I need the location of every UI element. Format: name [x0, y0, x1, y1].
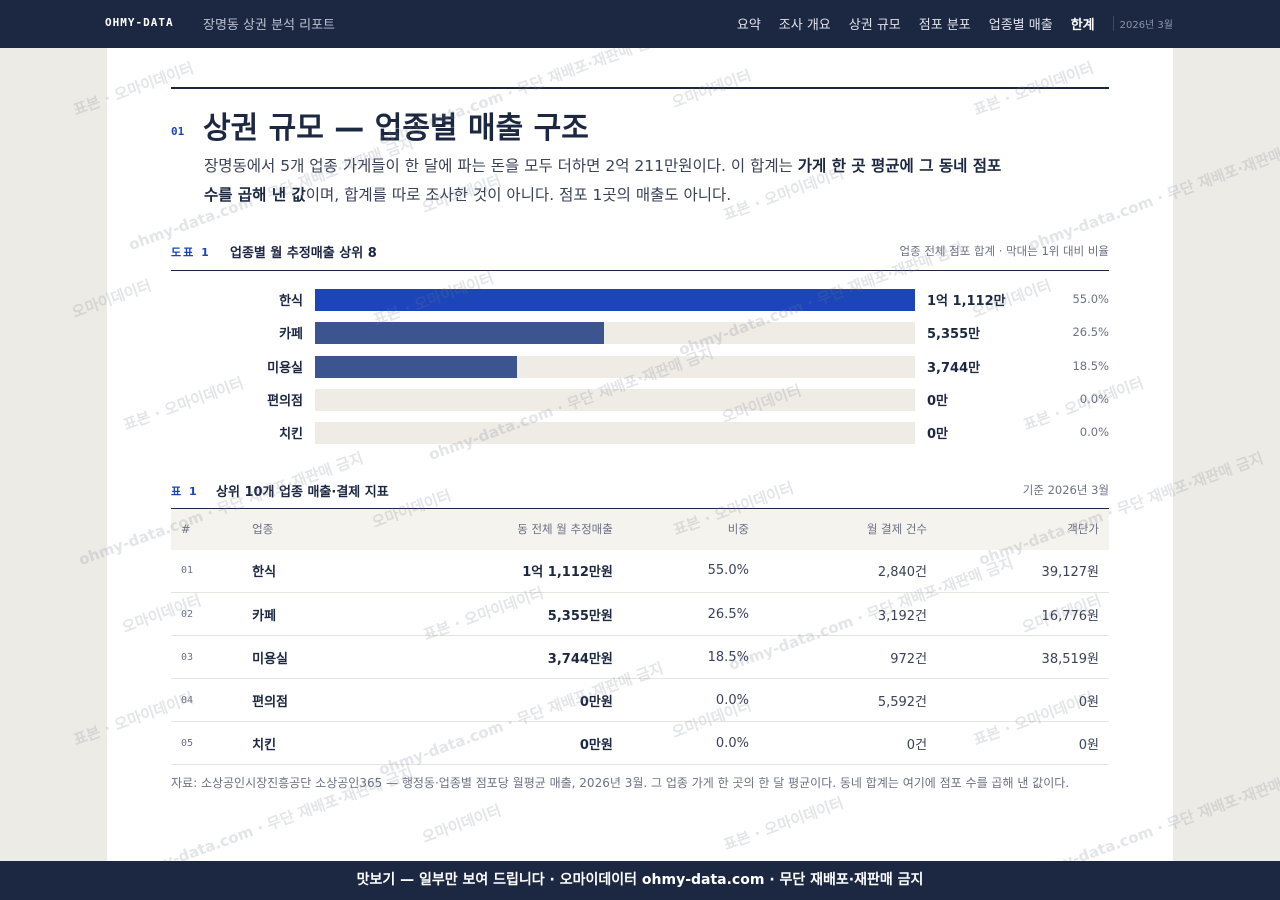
bar-value-label: 0만: [927, 393, 949, 409]
bar-share-label: 0.0%: [1079, 425, 1109, 440]
lead-text: 장명동에서 5개 업종 가게들이 한 달에 파는 돈을 모두 더하면 2억 21…: [204, 157, 798, 175]
table-header-cell: 비중: [622, 508, 759, 550]
table-cell: 38,519원: [937, 635, 1109, 679]
nav-link[interactable]: 조사 개요: [778, 18, 831, 33]
bar-value-label: 0만: [927, 427, 949, 443]
table-label: 표 1: [171, 485, 199, 498]
table-cell: 55.0%: [622, 549, 759, 593]
nav-links: 요약 조사 개요 상권 규모 점포 분포 업종별 매출 한계 2026년 3월: [737, 14, 1173, 33]
source-note: 자료: 소상공인시장진흥공단 소상공인365 — 행정동·업종별 점포당 월평균…: [171, 776, 1070, 790]
lead-text: 이며, 합계를 따로 조사한 것이 아니다. 점포 1곳의 매출도 아니다.: [305, 186, 732, 204]
bar-category: 미용실: [267, 360, 303, 376]
table-cell: 미용실: [242, 635, 367, 679]
table-header-cell: 동 전체 월 추정매출: [366, 508, 623, 550]
bar-share-label: 0.0%: [1079, 391, 1109, 406]
table-row: 04 편의점 0만원 0.0% 5,592건 0원: [171, 678, 1109, 722]
table-cell: 0만원: [366, 678, 623, 722]
bar-track: [315, 422, 915, 445]
metrics-table: # 업종 동 전체 월 추정매출 비중 월 결제 건수 객단가 01 한식 1억 1,112만원…: [171, 508, 1109, 765]
section-number: 01: [171, 125, 185, 138]
bar-value-label: 3,744만: [927, 360, 981, 376]
table-cell: 5,355만원: [366, 592, 623, 636]
bar-category: 카페: [279, 327, 303, 343]
table-cell: 39,127원: [937, 549, 1109, 593]
table-row: 01 한식 1억 1,112만원 55.0% 2,840건 39,127원: [171, 549, 1109, 593]
nav-link[interactable]: 업종별 매출: [988, 18, 1053, 33]
nav-link[interactable]: 점포 분포: [918, 18, 971, 33]
table-title: 상위 10개 업종 매출·결제 지표: [216, 485, 389, 500]
table-header-cell: 객단가: [937, 508, 1109, 550]
section-rule: [171, 87, 1109, 89]
table-header-cell: 월 결제 건수: [758, 508, 938, 550]
bar: [315, 322, 605, 345]
table-cell: 0만원: [366, 721, 623, 765]
nav-link[interactable]: 요약: [736, 18, 761, 33]
bar-category: 치킨: [279, 427, 303, 443]
table-cell: 18.5%: [622, 635, 759, 679]
table-header-cell: #: [171, 508, 243, 550]
bar-category: 편의점: [267, 393, 303, 409]
table-cell: 0.0%: [622, 678, 759, 722]
bar-track: [315, 388, 915, 411]
table-cell: 0건: [758, 721, 938, 765]
chart-title: 업종별 월 추정매출 상위 8: [230, 246, 377, 261]
table-cell: 1억 1,112만원: [366, 549, 623, 593]
nav-link[interactable]: 한계: [1070, 18, 1095, 33]
table-cell: 치킨: [242, 721, 367, 765]
chart-note: 업종 전체 점포 합계 · 막대는 1위 대비 비율: [899, 244, 1110, 258]
table-cell: 05: [171, 721, 243, 765]
section-lead: 장명동에서 5개 업종 가게들이 한 달에 파는 돈을 모두 더하면 2억 21…: [204, 152, 1004, 210]
table-note: 기준 2026년 3월: [1022, 483, 1109, 497]
table-cell: 2,840건: [758, 549, 938, 593]
table-header: # 업종 동 전체 월 추정매출 비중 월 결제 건수 객단가: [171, 508, 1109, 550]
table-cell: 5,592건: [758, 678, 938, 722]
table-cell: 02: [171, 592, 243, 636]
table-cell: 16,776원: [937, 592, 1109, 636]
bar-value-label: 1억 1,112만: [927, 294, 1006, 309]
table-row: 02 카페 5,355만원 26.5% 3,192건 16,776원: [171, 592, 1109, 636]
bar: [315, 355, 518, 378]
bar-value-label: 5,355만: [927, 327, 981, 343]
bar: [315, 289, 915, 311]
footer-banner: 맛보기 — 일부만 보여 드립니다 · 오마이데이터 ohmy-data.com…: [0, 861, 1280, 900]
table-cell: 0원: [937, 678, 1109, 722]
table-cell: 04: [171, 678, 243, 722]
nav-date: 2026년 3월: [1112, 16, 1173, 31]
table-cell: 01: [171, 549, 243, 593]
bar-share-label: 55.0%: [1072, 292, 1109, 306]
table-cell: 26.5%: [622, 592, 759, 636]
table-cell: 972건: [758, 635, 938, 679]
brand[interactable]: OHMY-DATA: [105, 16, 174, 29]
table-cell: 카페: [242, 592, 367, 636]
lead-text: 가게 한 곳 평균에 그 동네 점포 수를 곱해 낸 값: [204, 157, 1002, 204]
section-title: 상권 규모 — 업종별 매출 구조: [203, 111, 589, 146]
table-row: 05 치킨 0만원 0.0% 0건 0원: [171, 721, 1109, 765]
table-cell: 0.0%: [622, 721, 759, 765]
chart-rule: [171, 270, 1109, 271]
table-cell: 한식: [242, 549, 367, 593]
top-nav: OHMY-DATA 장명동 상권 분석 리포트 요약 조사 개요 상권 규모 점포 분…: [0, 0, 1280, 48]
table-header-cell: 업종: [242, 508, 367, 550]
bar-share-label: 18.5%: [1072, 358, 1109, 373]
table-cell: 03: [171, 635, 243, 679]
bar-category: 한식: [279, 294, 303, 309]
table-cell: 편의점: [242, 678, 367, 722]
table-cell: 3,192건: [758, 592, 938, 636]
chart-label: 도표 1: [171, 246, 211, 259]
table-row: 03 미용실 3,744만원 18.5% 972건 38,519원: [171, 635, 1109, 679]
table-cell: 0원: [937, 721, 1109, 765]
bar-share-label: 26.5%: [1072, 325, 1109, 340]
table-cell: 3,744만원: [366, 635, 623, 679]
report-subtitle: 장명동 상권 분석 리포트: [203, 18, 335, 33]
nav-link[interactable]: 상권 규모: [848, 18, 901, 33]
